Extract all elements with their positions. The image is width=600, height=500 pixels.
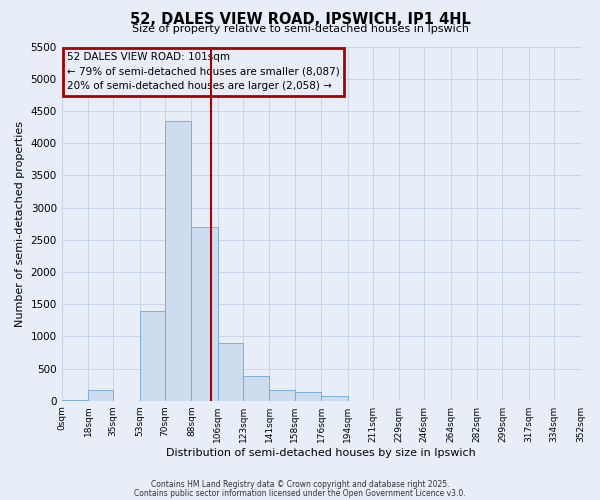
Bar [218, 342, 243, 400]
Bar [321, 396, 347, 400]
Bar [140, 311, 165, 400]
Text: 52 DALES VIEW ROAD: 101sqm
← 79% of semi-detached houses are smaller (8,087)
20%: 52 DALES VIEW ROAD: 101sqm ← 79% of semi… [67, 52, 340, 92]
X-axis label: Distribution of semi-detached houses by size in Ipswich: Distribution of semi-detached houses by … [166, 448, 476, 458]
Text: 52, DALES VIEW ROAD, IPSWICH, IP1 4HL: 52, DALES VIEW ROAD, IPSWICH, IP1 4HL [130, 12, 470, 28]
Text: Contains HM Land Registry data © Crown copyright and database right 2025.: Contains HM Land Registry data © Crown c… [151, 480, 449, 489]
Bar [165, 121, 191, 400]
Bar [191, 227, 218, 400]
Bar [243, 376, 269, 400]
Bar [295, 392, 321, 400]
Y-axis label: Number of semi-detached properties: Number of semi-detached properties [15, 120, 25, 326]
Bar [88, 390, 113, 400]
Bar [269, 390, 295, 400]
Text: Contains public sector information licensed under the Open Government Licence v3: Contains public sector information licen… [134, 488, 466, 498]
Text: Size of property relative to semi-detached houses in Ipswich: Size of property relative to semi-detach… [131, 24, 469, 34]
